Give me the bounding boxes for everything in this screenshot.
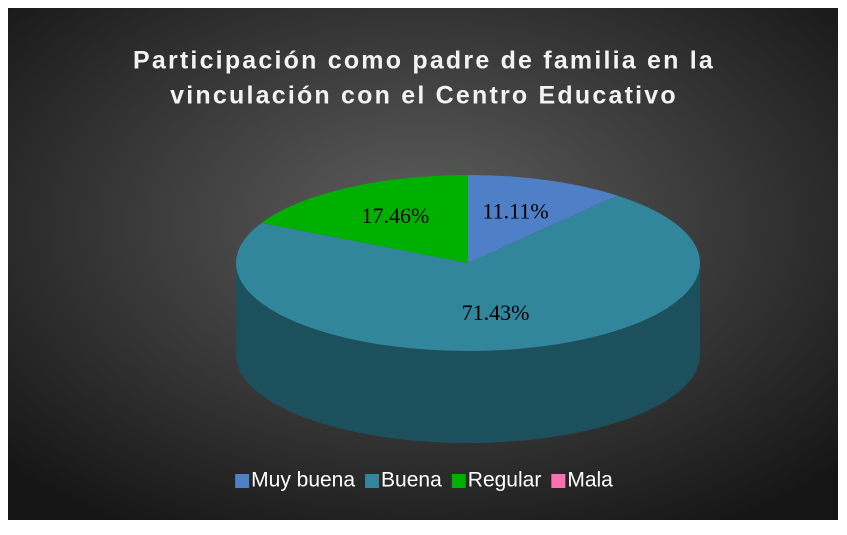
legend-swatch xyxy=(365,474,380,488)
legend-swatch xyxy=(235,474,250,488)
data-label: 71.43% xyxy=(462,300,530,325)
pie-side xyxy=(236,263,700,443)
pie-slice xyxy=(468,175,618,263)
legend-label: Regular xyxy=(468,469,542,492)
pie-slice xyxy=(236,195,701,351)
legend-label: Muy buena xyxy=(251,469,355,492)
chart-title: Participación como padre de familia en l… xyxy=(133,47,715,75)
legend-swatch xyxy=(551,474,566,488)
data-label: 11.11% xyxy=(483,198,549,223)
legend-swatch xyxy=(451,474,466,488)
legend-label: Mala xyxy=(567,469,613,492)
chart-title: vinculación con el Centro Educativo xyxy=(170,82,678,110)
data-label: 17.46% xyxy=(362,203,430,228)
pie-slice xyxy=(261,175,468,263)
legend-label: Buena xyxy=(381,469,442,492)
